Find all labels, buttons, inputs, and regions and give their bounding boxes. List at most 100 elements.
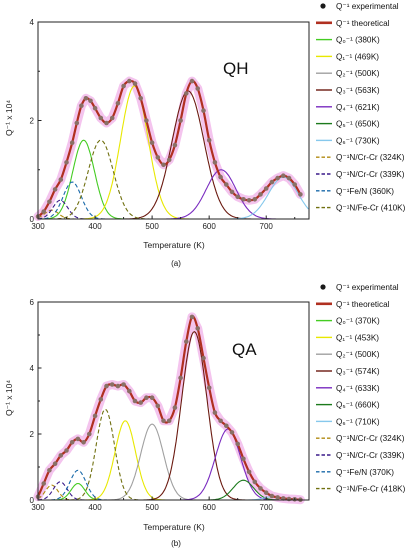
experimental-point — [88, 98, 93, 104]
legend-label: Q₄⁻¹ (621K) — [336, 103, 380, 112]
panel-b-ylabel: Q⁻¹ x 10⁴ — [4, 380, 14, 416]
experimental-point — [138, 96, 143, 101]
experimental-point — [189, 78, 195, 84]
experimental-point — [109, 382, 115, 387]
y-tick-label: 0 — [30, 215, 35, 224]
experimental-point — [52, 461, 58, 467]
y-tick-label: 0 — [30, 496, 35, 505]
legend-label: Q₆⁻¹ (710K) — [336, 417, 380, 426]
series-line-10 — [38, 408, 309, 501]
legend-label: Q₂⁻¹ (500K) — [336, 69, 380, 78]
panel-a-caption: (a) — [171, 259, 181, 268]
legend-entry-2: Q₀⁻¹ (370K) — [316, 317, 380, 326]
legend-entry-10: Q⁻¹N/Cr-Cr (339K) — [316, 170, 405, 179]
experimental-point — [83, 96, 89, 101]
experimental-point — [98, 115, 104, 121]
legend-label: Q⁻¹ theoretical — [336, 19, 390, 28]
legend-entry-12: Q⁻¹N/Fe-Cr (418K) — [316, 485, 406, 494]
experimental-point — [172, 405, 178, 410]
legend-entry-3: Q₁⁻¹ (469K) — [316, 52, 379, 61]
legend-entry-12: Q⁻¹N/Fe-Cr (410K) — [316, 204, 406, 213]
experimental-point — [269, 493, 275, 499]
legend-label: Q⁻¹N/Fe-Cr (410K) — [336, 204, 406, 213]
legend-label: Q₁⁻¹ (453K) — [336, 333, 379, 342]
experimental-point — [258, 192, 263, 197]
experimental-point — [41, 481, 46, 486]
experimental-point — [166, 418, 172, 424]
panel-a-legend: Q⁻¹ experimental Q⁻¹ theoretical Q₀⁻¹ (380… — [316, 2, 406, 213]
legend-entry-11: Q⁻¹Fe/N (360K) — [316, 187, 394, 196]
x-tick-label: 700 — [260, 503, 274, 512]
experimental-point — [218, 418, 223, 424]
x-tick-label: 600 — [202, 222, 216, 231]
experimental-point — [58, 177, 64, 182]
legend-marker-dot — [320, 284, 326, 290]
legend-marker-dot — [320, 3, 326, 9]
experimental-point — [74, 120, 80, 126]
x-tick-label: 700 — [260, 222, 274, 231]
panel-a-axes: 300 400 500 600 700 0 2 4 — [30, 18, 310, 231]
experimental-point — [155, 155, 161, 160]
experimental-point — [115, 383, 121, 389]
experimental-point — [263, 490, 269, 496]
experimental-point — [224, 423, 229, 429]
panel-b-caption: (b) — [171, 539, 181, 548]
theoretical-curve — [36, 315, 301, 501]
experimental-point — [241, 456, 246, 462]
x-tick-label: 500 — [145, 503, 159, 512]
experimental-point — [201, 108, 206, 113]
legend-label: Q⁻¹Fe/N (360K) — [336, 187, 394, 196]
legend-label: Q₃⁻¹ (563K) — [336, 86, 380, 95]
experimental-point — [64, 448, 69, 453]
panel-b-xlabel: Temperature (K) — [143, 522, 205, 532]
y-tick-label: 6 — [30, 298, 35, 307]
panel-a-tag: QH — [223, 59, 249, 78]
experimental-point — [252, 197, 258, 202]
experimental-point — [269, 179, 275, 185]
experimental-point — [246, 469, 252, 475]
legend-entry-1: Q⁻¹ theoretical — [316, 300, 390, 309]
experimental-point — [246, 198, 252, 203]
experimental-point — [41, 209, 46, 214]
legend-entry-8: Q₆⁻¹ (730K) — [316, 136, 380, 145]
x-tick-label: 600 — [202, 503, 216, 512]
legend-entry-1: Q⁻¹ theoretical — [316, 19, 390, 28]
experimental-point — [184, 339, 189, 344]
experimental-point — [92, 105, 98, 111]
legend-entry-3: Q₁⁻¹ (453K) — [316, 333, 379, 342]
experimental-point — [229, 430, 235, 435]
experimental-point — [298, 192, 303, 197]
experimental-point — [81, 440, 86, 445]
legend-label: Q₄⁻¹ (633K) — [336, 384, 380, 393]
panel-b-tag: QA — [232, 340, 257, 359]
series-line-8 — [38, 139, 309, 220]
legend-label: Q⁻¹ theoretical — [336, 300, 390, 309]
experimental-point — [212, 410, 218, 415]
experimental-point — [189, 314, 195, 320]
experimental-point — [275, 495, 280, 500]
experimental-point — [206, 137, 212, 143]
legend-entry-9: Q⁻¹N/Cr-Cr (324K) — [316, 434, 405, 443]
experimental-point — [104, 383, 109, 389]
experimental-point — [92, 413, 98, 419]
experimental-point — [109, 115, 115, 121]
experimental-point — [75, 436, 81, 442]
experimental-point — [178, 118, 183, 123]
experimental-point — [161, 418, 166, 424]
legend-entry-6: Q₄⁻¹ (633K) — [316, 384, 380, 393]
experimental-point — [184, 91, 189, 96]
experimental-point — [132, 81, 138, 86]
experimental-point — [127, 78, 132, 84]
panel-a-plot-area — [33, 76, 309, 221]
legend-entry-7: Q₅⁻¹ (650K) — [316, 120, 380, 129]
experimental-point — [178, 375, 183, 381]
experimental-point — [64, 160, 69, 165]
experimental-point — [47, 199, 52, 205]
experimental-point — [201, 355, 206, 361]
experimental-point — [115, 101, 121, 106]
experimental-point — [166, 157, 172, 163]
experimental-point — [69, 140, 75, 145]
legend-label: Q₀⁻¹ (380K) — [336, 36, 380, 45]
experimental-point — [161, 162, 166, 168]
